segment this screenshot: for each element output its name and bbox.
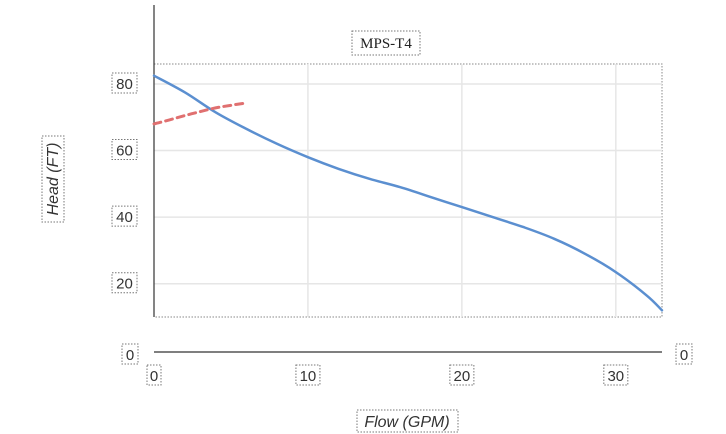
- chart-title: MPS-T4: [360, 36, 412, 52]
- baseline-right-label: 0: [680, 347, 688, 364]
- y-tick-label-3: 80: [116, 76, 133, 93]
- y-tick-box-2: [111, 139, 138, 161]
- x-tick-box-3: [603, 364, 629, 386]
- x-tick-label-2: 20: [454, 368, 471, 385]
- y-tick-box-3: [111, 72, 138, 94]
- x-axis-title-box: [356, 409, 459, 433]
- x-tick-box-1: [295, 364, 321, 386]
- chart-title-box: [351, 30, 421, 56]
- baseline-left-label: 0: [126, 347, 134, 364]
- x-tick-box-2: [449, 364, 475, 386]
- y-axis-title: Head (FT): [45, 143, 62, 216]
- x-axis-title: Flow (GPM): [364, 414, 449, 431]
- series-layer: [152, 74, 664, 312]
- series-line-0: [152, 74, 664, 312]
- y-tick-label-1: 40: [116, 209, 133, 226]
- y-tick-label-2: 60: [116, 143, 133, 160]
- x-tick-label-1: 10: [300, 368, 317, 385]
- x-tick-label-0: 0: [150, 368, 158, 385]
- x-tick-label-3: 30: [607, 368, 624, 385]
- x-tick-labels: 0 10 20 30: [146, 364, 629, 386]
- x-tick-box-0: [146, 364, 162, 386]
- grid-lines: [154, 64, 662, 317]
- y-tick-box-0: [111, 272, 138, 294]
- series-line-1: [152, 101, 248, 126]
- y-tick-box-1: [111, 205, 138, 227]
- y-tick-label-0: 20: [116, 276, 133, 293]
- y-tick-labels: 20 40 60 80: [111, 72, 138, 294]
